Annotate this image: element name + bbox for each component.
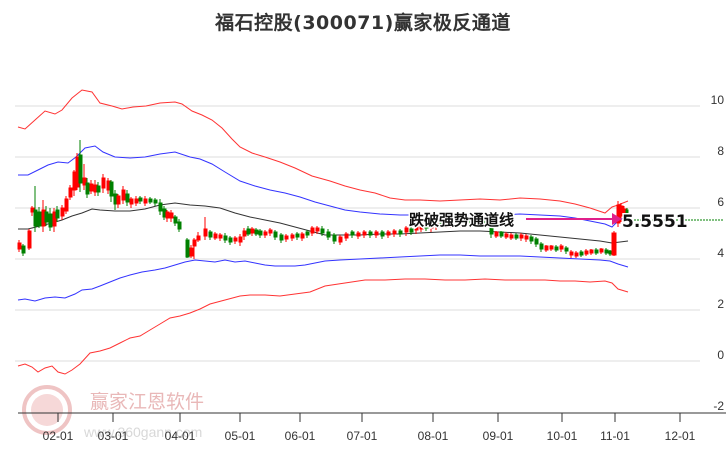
outer-lower-band	[17, 278, 629, 375]
watermark-url: www.360gann.com	[83, 424, 202, 440]
price-label: 5.5551	[622, 212, 688, 232]
y-tick: 8	[717, 144, 724, 158]
y-tick: 6	[717, 195, 724, 209]
watermark-brand: 赢家江恩软件	[90, 391, 204, 413]
y-tick: 10	[711, 93, 725, 107]
annotation-text: 跌破强势通道线	[409, 211, 514, 229]
watermark-seal	[22, 385, 72, 435]
inner-lower-band	[17, 254, 629, 302]
x-tick: 09-01	[483, 429, 514, 443]
grid	[15, 105, 700, 362]
x-tick: 08-01	[418, 429, 449, 443]
x-tick: 02-01	[43, 429, 74, 443]
chart-title: 福石控股(300071)赢家极反通道	[215, 12, 511, 34]
inner-upper-band	[18, 145, 629, 228]
x-tick: 06-01	[285, 429, 316, 443]
x-tick: 05-01	[225, 429, 256, 443]
y-tick: -2	[713, 399, 724, 413]
arrow-head-icon	[612, 213, 622, 225]
y-axis: 10 8 6 4 2 0 -2	[711, 93, 725, 413]
y-tick: 4	[717, 246, 724, 260]
x-axis: 02-01 03-01 04-01 05-01 06-01 07-01 08-0…	[18, 412, 726, 443]
watermark: 赢家江恩软件 www.360gann.com	[22, 385, 204, 440]
middle-line	[18, 202, 629, 244]
x-tick: 07-01	[347, 429, 378, 443]
annotation: 跌破强势通道线 5.5551	[408, 210, 690, 234]
x-tick: 11-01	[600, 429, 630, 443]
x-tick: 10-01	[547, 429, 578, 443]
candlesticks	[17, 140, 629, 259]
outer-upper-band	[17, 89, 629, 214]
x-tick: 12-01	[665, 429, 696, 443]
x-tick: 03-01	[98, 429, 129, 443]
y-tick: 2	[717, 297, 724, 311]
x-tick: 04-01	[165, 429, 196, 443]
y-tick: 0	[717, 348, 724, 362]
